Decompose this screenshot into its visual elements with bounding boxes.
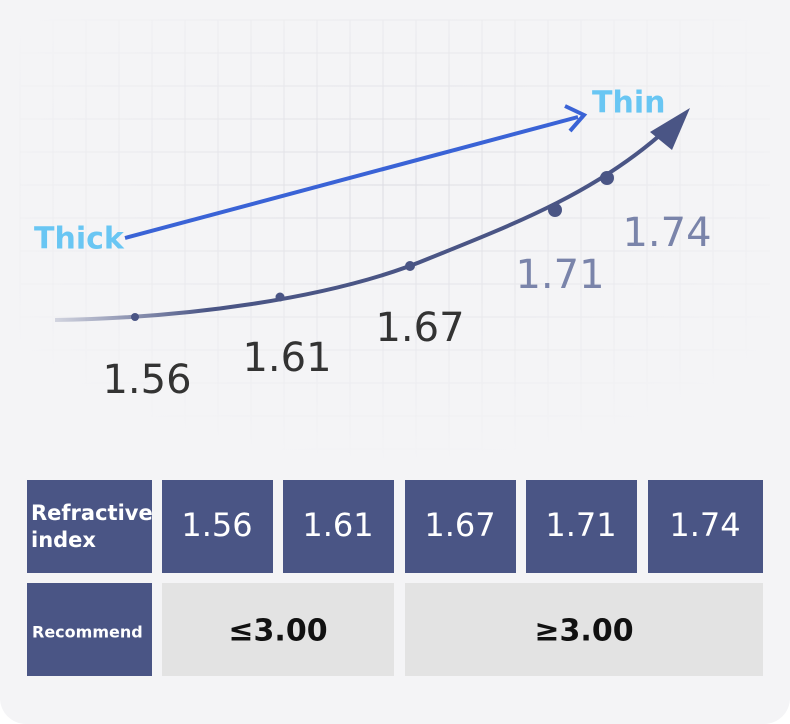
point-label: 1.56: [102, 357, 191, 403]
index-cell: [526, 480, 637, 573]
curve-point: [131, 313, 139, 321]
index-text: 1.61: [302, 506, 373, 544]
index-text: 1.67: [424, 506, 495, 544]
index-text: 1.56: [181, 506, 252, 544]
point-label: 1.61: [242, 335, 331, 381]
index-cell: [283, 480, 394, 573]
thin-arrow: [124, 115, 579, 240]
thin-label: Thin: [592, 86, 665, 121]
point-label: 1.71: [515, 252, 604, 298]
curve-point: [275, 292, 285, 302]
arrow-head: [564, 104, 588, 133]
point-label: 1.67: [375, 305, 464, 351]
header-text: Recommend: [32, 623, 143, 642]
point-label: 1.74: [622, 210, 711, 256]
index-text: 1.71: [545, 506, 616, 544]
index-curve: [54, 126, 670, 322]
recommend-cell: [162, 583, 394, 676]
recommend-cell: [405, 583, 763, 676]
index-text: 1.74: [669, 506, 740, 544]
recommend-text: ≥3.00: [534, 614, 633, 649]
header-cell: [27, 583, 152, 676]
index-cell: [405, 480, 516, 573]
header-wrap: Refractive index: [31, 500, 152, 552]
index-cell: [648, 480, 763, 573]
curve-arrow-head: [650, 108, 690, 150]
thick-label: Thick: [34, 222, 125, 257]
curve-point: [600, 171, 614, 185]
curve-point: [405, 261, 415, 271]
recommend-text: ≤3.00: [228, 614, 327, 649]
index-cell: [162, 480, 273, 573]
header-text: Refractive index: [31, 500, 152, 552]
header-cell: [27, 480, 152, 573]
curve-point: [548, 203, 562, 217]
